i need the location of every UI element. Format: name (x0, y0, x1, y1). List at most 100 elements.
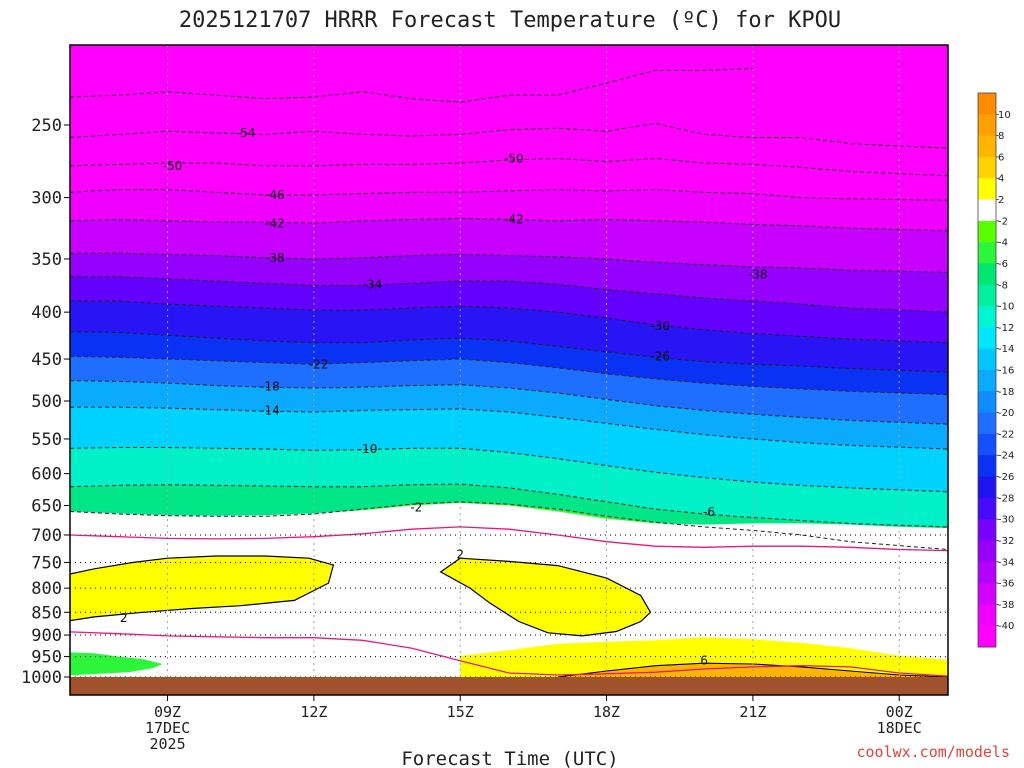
colorbar-label-13: -18 (998, 387, 1014, 398)
isotherm-label-5: -42 (265, 216, 285, 230)
plot-area: -54-50-50-46-42 -42-38-38-34-30-26-22-18-… (70, 45, 948, 695)
colorbar-label-19: -30 (998, 515, 1014, 526)
isotherm-label-0: -54 (236, 126, 256, 140)
colorbar-swatch-10 (978, 306, 996, 328)
y-tick-label-1000: 1000 (21, 668, 62, 688)
colorbar-swatch-5 (978, 199, 996, 222)
colorbar-swatch-21 (978, 540, 996, 563)
isotherm-label-11: -26 (650, 349, 670, 363)
y-tick-label-900: 900 (31, 626, 62, 646)
colorbar-label-24: -40 (998, 621, 1014, 632)
isotherm-10 (70, 300, 948, 344)
colorbar-swatch-12 (978, 348, 996, 371)
y-tick-label-650: 650 (31, 496, 62, 516)
colorbar-swatch-23 (978, 583, 996, 605)
isotherm-13 (70, 380, 948, 425)
warm-6-label: 6 (700, 654, 708, 668)
isotherm-0 (70, 68, 753, 103)
colorbar-swatch-15 (978, 412, 996, 435)
colorbar-swatch-20 (978, 519, 996, 541)
colorbar-label-17: -26 (998, 472, 1014, 483)
y-tick-label-950: 950 (31, 648, 62, 668)
colorbar-swatch-4 (978, 178, 996, 201)
colorbar-swatch-9 (978, 284, 996, 307)
colorbar-label-5: -2 (998, 216, 1008, 227)
x-tick-label-18Z: 18Z (593, 703, 620, 721)
colorbar-label-4: 2 (998, 195, 1004, 206)
isotherm-label-17: -2 (410, 500, 422, 514)
colorbar: 10 8 6 4 2 -2 -4 -6 -8 -10 -12 -14 -16 -18 -20 -22 -24 -2… (977, 92, 1014, 648)
colorbar-swatch-2 (978, 135, 996, 158)
colorbar-label-22: -36 (998, 579, 1014, 590)
warm-nose-label-0: 2 (120, 611, 128, 625)
colorbar-label-18: -28 (998, 493, 1014, 504)
credit-text: coolwx.com/models (856, 743, 1010, 761)
colorbar-label-9: -10 (998, 302, 1014, 313)
x-tick-label-09Z: 09Z (154, 703, 181, 721)
isotherm-9 (70, 276, 948, 313)
isotherm-4 (70, 189, 948, 201)
freezing-line-lower (70, 631, 948, 677)
colorbar-label-2: 6 (998, 152, 1004, 163)
y-tick-label-750: 750 (31, 553, 62, 573)
x-tick-label-15Z: 15Z (447, 703, 474, 721)
isotherm-11 (70, 331, 948, 373)
isotherm-12 (70, 355, 948, 396)
colorbar-swatch-18 (978, 476, 996, 499)
y-tick-label-700: 700 (31, 526, 62, 546)
freezing-line-upper (70, 526, 948, 552)
surface-cold-pool (70, 652, 163, 676)
colorbar-label-11: -14 (998, 344, 1014, 355)
isotherm-1 (70, 122, 948, 149)
colorbar-label-10: -12 (998, 323, 1014, 334)
x-tick-label-21Z: 21Z (739, 703, 766, 721)
isotherm-16 (70, 483, 948, 528)
colorbar-swatch-17 (978, 455, 996, 478)
colorbar-label-8: -8 (998, 280, 1008, 291)
isotherm-15 (70, 447, 948, 493)
x-tick-year-09Z: 2025 (149, 735, 185, 753)
isotherm-label-12: -22 (309, 357, 329, 371)
isotherm-contours: -54-50-50-46-42 -42-38-38-34-30-26-22-18-… (70, 68, 948, 677)
isotherm-label-6: -42 (504, 213, 524, 227)
y-tick-label-400: 400 (31, 303, 62, 323)
colorbar-swatch-14 (978, 391, 996, 414)
y-tick-label-350: 350 (31, 250, 62, 270)
colorbar-label-21: -34 (998, 557, 1014, 568)
isotherm-label-16: -6 (703, 505, 715, 519)
colorbar-swatch-25 (978, 625, 996, 648)
warm-nose-0 (70, 555, 335, 622)
y-tick-label-550: 550 (31, 430, 62, 450)
isotherm-label-13: -18 (260, 379, 280, 393)
colorbar-label-23: -38 (998, 600, 1014, 611)
isotherm-17 (70, 501, 948, 550)
isotherm-label-14: -14 (260, 403, 280, 417)
colorbar-swatch-8 (978, 263, 996, 286)
ground-surface (70, 677, 948, 695)
colorbar-swatch-7 (978, 242, 996, 264)
colorbar-label-3: 4 (998, 174, 1004, 185)
colorbar-label-7: -6 (998, 259, 1008, 270)
y-tick-label-850: 850 (31, 603, 62, 623)
colorbar-swatch-24 (978, 604, 996, 627)
colorbar-label-12: -16 (998, 366, 1014, 377)
isotherm-5 (70, 217, 948, 232)
x-tick-label-12Z: 12Z (300, 703, 327, 721)
colorbar-swatch-13 (978, 370, 996, 392)
y-tick-label-250: 250 (31, 116, 62, 136)
colorbar-label-16: -24 (998, 451, 1014, 462)
y-tick-label-450: 450 (31, 350, 62, 370)
colorbar-label-0: 10 (998, 110, 1011, 121)
colorbar-swatch-19 (978, 497, 996, 520)
colorbar-swatch-16 (978, 433, 996, 456)
chart-title: 2025121707 HRRR Forecast Temperature (ºC… (179, 8, 841, 33)
y-tick-label-500: 500 (31, 392, 62, 412)
colorbar-swatch-22 (978, 561, 996, 584)
lower-warm-layer (460, 637, 948, 677)
isotherm-label-10: -30 (650, 319, 670, 333)
colorbar-label-20: -32 (998, 536, 1014, 547)
colorbar-swatch-11 (978, 327, 996, 350)
x-axis-label: Forecast Time (UTC) (401, 748, 618, 768)
